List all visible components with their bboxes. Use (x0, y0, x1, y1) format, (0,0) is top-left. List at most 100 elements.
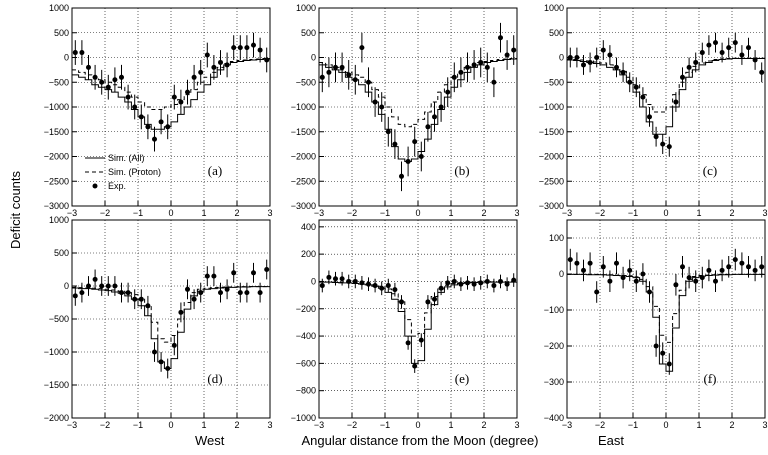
x-tick-label: 2 (481, 208, 486, 218)
exp-point (165, 124, 171, 130)
y-tick-label: −1500 (539, 127, 564, 137)
x-tick-label: 0 (415, 420, 420, 430)
exp-point (405, 158, 411, 164)
legend-sim-all-label: Sim. (All) (108, 153, 145, 163)
x-tick-label: 3 (762, 420, 767, 430)
exp-point (732, 40, 738, 46)
exp-point (379, 285, 385, 291)
exp-point (451, 278, 457, 284)
exp-point (484, 64, 490, 70)
exp-point (105, 283, 111, 289)
exp-point (185, 89, 190, 95)
y-tick-label: −1000 (44, 102, 69, 112)
exp-point (574, 260, 580, 266)
panel-c: −3 −2 −1 0 1 2 3 −3000 −2500 −2000 −1500 −1000 −500 0… (539, 3, 768, 218)
panel-label: (a) (208, 163, 222, 178)
y-tick-label: 400 (301, 222, 316, 232)
exp-point (640, 271, 646, 277)
exp-point (451, 74, 457, 80)
y-tick-label: −600 (296, 358, 316, 368)
y-tick-label: −2000 (44, 152, 69, 162)
y-tick-label: −400 (544, 413, 564, 423)
x-tick-label: 2 (481, 420, 486, 430)
y-tick-label: −400 (296, 331, 316, 341)
x-tick-label: −3 (314, 420, 324, 430)
y-tick-label: 500 (301, 28, 316, 38)
exp-point (237, 290, 243, 296)
y-tick-label: 0 (311, 53, 316, 63)
y-tick-label: 1000 (49, 215, 69, 225)
exp-point (165, 366, 171, 371)
y-tick-label: −100 (544, 305, 564, 315)
exp-point (86, 283, 91, 289)
exp-point (498, 278, 503, 284)
exp-point (594, 55, 600, 60)
exp-point (119, 74, 124, 80)
panel-f: −3 −2 −1 0 1 2 3 −400 −300 −200 −100 0 100 (f) (544, 219, 768, 430)
exp-point (418, 154, 424, 159)
exp-point (627, 79, 633, 85)
exp-point (484, 278, 490, 284)
exp-point (204, 273, 210, 279)
exp-point (445, 89, 451, 95)
exp-point (587, 260, 593, 266)
exp-point (392, 287, 398, 293)
exp-point (385, 129, 391, 135)
exp-point (264, 267, 270, 272)
exp-point (600, 47, 606, 53)
exp-point (445, 280, 451, 286)
x-tick-label: 0 (663, 208, 668, 218)
legend: Sim. (All) Sim. (Proton) Exp. (85, 153, 161, 191)
sim-all-line (319, 58, 517, 162)
exp-point (425, 124, 431, 130)
exp-point (333, 276, 338, 282)
exp-point (504, 281, 510, 287)
y-tick-label: 500 (54, 248, 69, 258)
exp-point (680, 74, 685, 80)
exp-point (204, 52, 210, 58)
exp-point (706, 267, 712, 273)
exp-point (458, 69, 464, 75)
x-tick-label: 2 (729, 420, 734, 430)
exp-point (366, 281, 371, 287)
exp-point (105, 84, 111, 90)
exp-point (372, 283, 378, 289)
y-tick-label: 0 (559, 53, 564, 63)
exp-point (471, 62, 477, 68)
east-label: East (598, 433, 624, 448)
x-tick-label: 0 (168, 208, 173, 218)
x-tick-label: 3 (267, 420, 272, 430)
exp-point (198, 69, 204, 75)
x-tick-label: −2 (100, 208, 110, 218)
exp-point (693, 59, 699, 65)
exp-point (614, 260, 619, 266)
y-tick-label: 500 (54, 28, 69, 38)
exp-point (99, 283, 105, 289)
x-tick-label: −2 (595, 420, 605, 430)
y-tick-label: −500 (544, 77, 564, 87)
y-tick-label: −1000 (44, 347, 69, 357)
y-tick-label: 0 (311, 276, 316, 286)
exp-point (359, 45, 365, 51)
exp-point (399, 299, 404, 305)
exp-point (699, 50, 705, 56)
exp-point (511, 47, 517, 53)
exp-point (79, 50, 85, 56)
exp-point (647, 114, 652, 120)
west-label: West (195, 433, 225, 448)
exp-point (251, 42, 256, 48)
exp-point (224, 286, 230, 292)
exp-point (158, 359, 164, 365)
exp-point (739, 260, 745, 266)
exp-point (478, 280, 484, 286)
exp-point (581, 267, 586, 273)
exp-point (79, 290, 85, 296)
y-tick-label: −500 (49, 77, 69, 87)
exp-point (418, 337, 424, 343)
exp-point (693, 278, 699, 284)
x-tick-label: 0 (415, 208, 420, 218)
exp-point (686, 64, 692, 70)
exp-point (713, 278, 718, 284)
x-tick-label: 1 (696, 208, 701, 218)
exp-point (574, 55, 580, 60)
